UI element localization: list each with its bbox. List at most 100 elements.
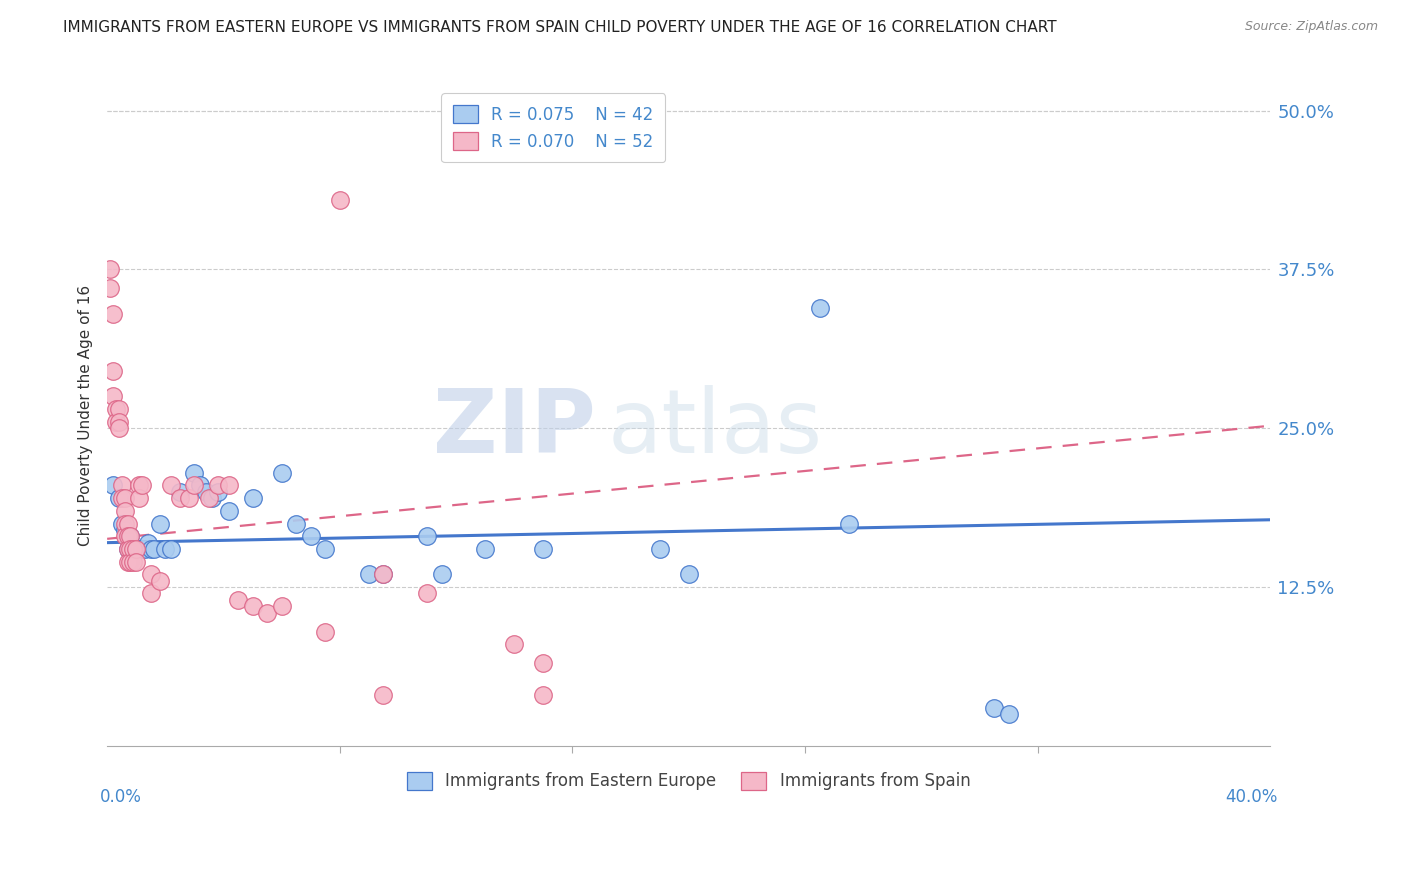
Point [114,516,136,531]
Point [416,586,439,600]
Point [148,516,170,531]
Point [373,567,395,582]
Point [117,529,139,543]
Point [120,555,142,569]
Text: IMMIGRANTS FROM EASTERN EUROPE VS IMMIGRANTS FROM SPAIN CHILD POVERTY UNDER THE : IMMIGRANTS FROM EASTERN EUROPE VS IMMIGR… [63,20,1057,35]
Point [198,491,221,505]
Point [169,491,191,505]
Point [111,516,134,531]
Text: atlas: atlas [607,385,823,472]
Point [117,516,139,531]
Text: Source: ZipAtlas.com: Source: ZipAtlas.com [1244,20,1378,33]
Text: ZIP: ZIP [433,385,596,472]
Point [114,523,136,537]
Point [117,529,139,543]
Point [329,193,352,207]
Point [101,478,124,492]
Point [207,484,229,499]
Point [125,555,148,569]
Point [838,516,860,531]
Point [983,701,1005,715]
Point [125,541,148,556]
Point [503,637,526,651]
Point [104,402,127,417]
Point [131,541,153,556]
Point [183,478,205,492]
Point [128,541,150,556]
Point [128,478,150,492]
Point [160,478,183,492]
Point [531,688,554,702]
Point [111,478,134,492]
Point [125,541,148,556]
Point [648,541,671,556]
Point [120,529,142,543]
Point [314,541,336,556]
Point [139,567,162,582]
Point [314,624,336,639]
Point [416,529,439,543]
Point [195,484,218,499]
Point [188,478,211,492]
Point [256,606,278,620]
Point [107,415,129,429]
Point [997,707,1019,722]
Point [207,478,229,492]
Point [474,541,496,556]
Point [139,586,162,600]
Point [134,541,156,556]
Point [183,466,205,480]
Point [104,415,127,429]
Point [218,478,240,492]
Point [128,491,150,505]
Point [120,529,142,543]
Point [107,421,129,435]
Point [430,567,453,582]
Point [531,541,554,556]
Point [136,535,159,549]
Point [122,555,145,569]
Point [101,390,124,404]
Text: 0.0%: 0.0% [100,788,142,805]
Point [117,555,139,569]
Point [270,466,292,480]
Y-axis label: Child Poverty Under the Age of 16: Child Poverty Under the Age of 16 [79,285,93,546]
Point [107,491,129,505]
Point [101,364,124,378]
Point [122,541,145,556]
Point [160,541,183,556]
Legend: R = 0.075    N = 42, R = 0.070    N = 52: R = 0.075 N = 42, R = 0.070 N = 52 [441,94,665,162]
Point [201,491,224,505]
Point [148,574,170,588]
Point [114,491,136,505]
Point [122,541,145,556]
Point [808,301,831,315]
Point [139,541,162,556]
Point [98,262,121,277]
Point [531,657,554,671]
Point [114,504,136,518]
Point [107,402,129,417]
Point [242,491,264,505]
Text: 40.0%: 40.0% [1225,788,1278,805]
Point [120,541,142,556]
Point [169,484,191,499]
Point [218,504,240,518]
Point [226,592,249,607]
Point [117,541,139,556]
Point [117,541,139,556]
Point [242,599,264,614]
Point [142,541,165,556]
Point [101,307,124,321]
Point [270,599,292,614]
Point [114,529,136,543]
Point [357,567,380,582]
Point [373,567,395,582]
Point [111,491,134,505]
Point [678,567,700,582]
Point [373,688,395,702]
Point [285,516,308,531]
Point [131,478,153,492]
Point [155,541,177,556]
Point [299,529,322,543]
